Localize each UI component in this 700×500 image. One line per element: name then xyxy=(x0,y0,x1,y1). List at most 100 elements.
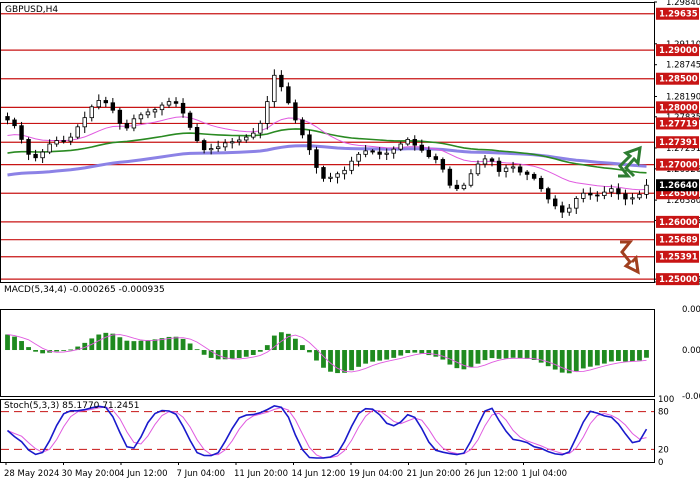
macd-bar xyxy=(454,350,460,369)
macd-bar xyxy=(166,336,172,351)
candle-body xyxy=(602,191,607,196)
x-axis: 28 May 2024 30 May 20:00 4 Jun 12:00 7 Jun … xyxy=(4,462,567,479)
candle-body xyxy=(637,193,642,199)
macd-bar xyxy=(531,350,537,360)
candle-body xyxy=(166,101,172,106)
candle-body xyxy=(265,101,270,124)
candle-body xyxy=(644,184,649,195)
candle-body xyxy=(237,139,242,143)
candle-body xyxy=(47,143,52,153)
macd-bar xyxy=(426,350,432,356)
stoch-tick-label: 20 xyxy=(658,445,669,455)
macd-bar xyxy=(630,350,635,362)
macd-bar xyxy=(5,334,10,351)
x-tick-label: 30 May 20:00 xyxy=(62,469,120,479)
price-tick-label: 1.26380 xyxy=(666,196,700,206)
candle-body xyxy=(187,112,193,128)
candle-body xyxy=(159,104,165,111)
macd-bar xyxy=(54,350,60,352)
macd-bar xyxy=(608,350,614,362)
macd-bar xyxy=(173,336,179,351)
macd-bar xyxy=(293,338,298,351)
candle-body xyxy=(475,163,481,175)
macd-bar xyxy=(594,350,600,366)
macd-bar xyxy=(538,350,544,363)
level-tag-label: 1.27391 xyxy=(659,138,698,148)
candle-body xyxy=(391,148,396,154)
x-tick-label: 7 Jun 04:00 xyxy=(177,469,226,479)
macd-bar xyxy=(342,350,347,373)
macd-bar xyxy=(356,350,361,367)
stoch-tick-label: 0 xyxy=(658,458,663,468)
macd-tick-label: 0.00 xyxy=(682,346,700,356)
x-tick-label: 1 Jul 04:00 xyxy=(522,469,568,479)
candle-body xyxy=(89,106,94,119)
macd-bar xyxy=(419,350,425,354)
macd-bar xyxy=(433,350,439,357)
candle-body xyxy=(201,140,207,151)
macd-bar xyxy=(363,350,369,364)
macd-bar xyxy=(194,349,200,351)
price-tick-label: 1.28745 xyxy=(666,61,700,71)
candle-body xyxy=(468,173,474,186)
macd-bar xyxy=(461,350,467,370)
macd-bar xyxy=(103,332,109,351)
current-price-label: 1.26640 xyxy=(659,181,698,191)
candle-body xyxy=(489,158,495,162)
level-tag-label: 1.25000 xyxy=(659,275,698,285)
macd-bar xyxy=(82,342,88,351)
candle-body xyxy=(26,139,31,155)
ema-fast-line xyxy=(7,116,647,191)
candle-body xyxy=(440,159,446,170)
macd-bar xyxy=(349,350,354,371)
level-tag-label: 1.28500 xyxy=(659,75,698,85)
macd-bar xyxy=(573,350,579,372)
candle-body xyxy=(335,173,340,178)
macd-bar xyxy=(138,340,144,351)
candle-body xyxy=(82,117,87,128)
macd-bar xyxy=(391,350,397,358)
candle-body xyxy=(447,168,453,186)
candle-body xyxy=(503,167,509,172)
candle-body xyxy=(138,114,144,120)
stoch-main-line xyxy=(6,405,648,459)
level-tag xyxy=(656,72,699,85)
candle-body xyxy=(251,132,256,138)
macd-bar xyxy=(152,339,158,351)
candle-body xyxy=(124,122,130,129)
level-tag-label: 1.26000 xyxy=(659,218,698,228)
candle-body xyxy=(33,153,38,159)
macd-bar xyxy=(222,350,228,360)
macd-bar xyxy=(236,350,242,359)
macd-bar xyxy=(110,333,116,351)
macd-bar xyxy=(180,338,186,351)
macd-bar xyxy=(566,350,572,374)
candle-body xyxy=(314,149,319,168)
candle-body xyxy=(286,86,291,104)
candle-body xyxy=(623,193,628,200)
level-tag xyxy=(656,44,699,57)
macd-bar xyxy=(201,350,207,355)
candle-body xyxy=(524,171,530,175)
candle-body xyxy=(173,101,179,104)
candle-body xyxy=(103,100,109,104)
candle-body xyxy=(356,153,361,162)
macd-bar xyxy=(131,341,137,351)
candle-body xyxy=(279,74,284,88)
level-tag-label: 1.28000 xyxy=(659,103,698,113)
macd-bar xyxy=(257,350,263,352)
pane-frame-0 xyxy=(0,2,655,283)
stoch-tick-label: 100 xyxy=(658,395,674,405)
level-tag xyxy=(656,250,699,263)
macd-label: MACD(5,34,4) -0.000265 -0.000935 xyxy=(4,285,165,295)
macd-bar xyxy=(61,350,67,351)
candle-body xyxy=(258,122,263,134)
macd-bar xyxy=(208,350,214,358)
candle-body xyxy=(349,160,354,171)
macd-bar xyxy=(68,349,74,351)
macd-bar xyxy=(264,345,270,351)
macd-bar xyxy=(75,346,81,351)
candle-body xyxy=(12,119,17,127)
level-tag xyxy=(656,136,699,149)
candle-body xyxy=(412,139,417,146)
